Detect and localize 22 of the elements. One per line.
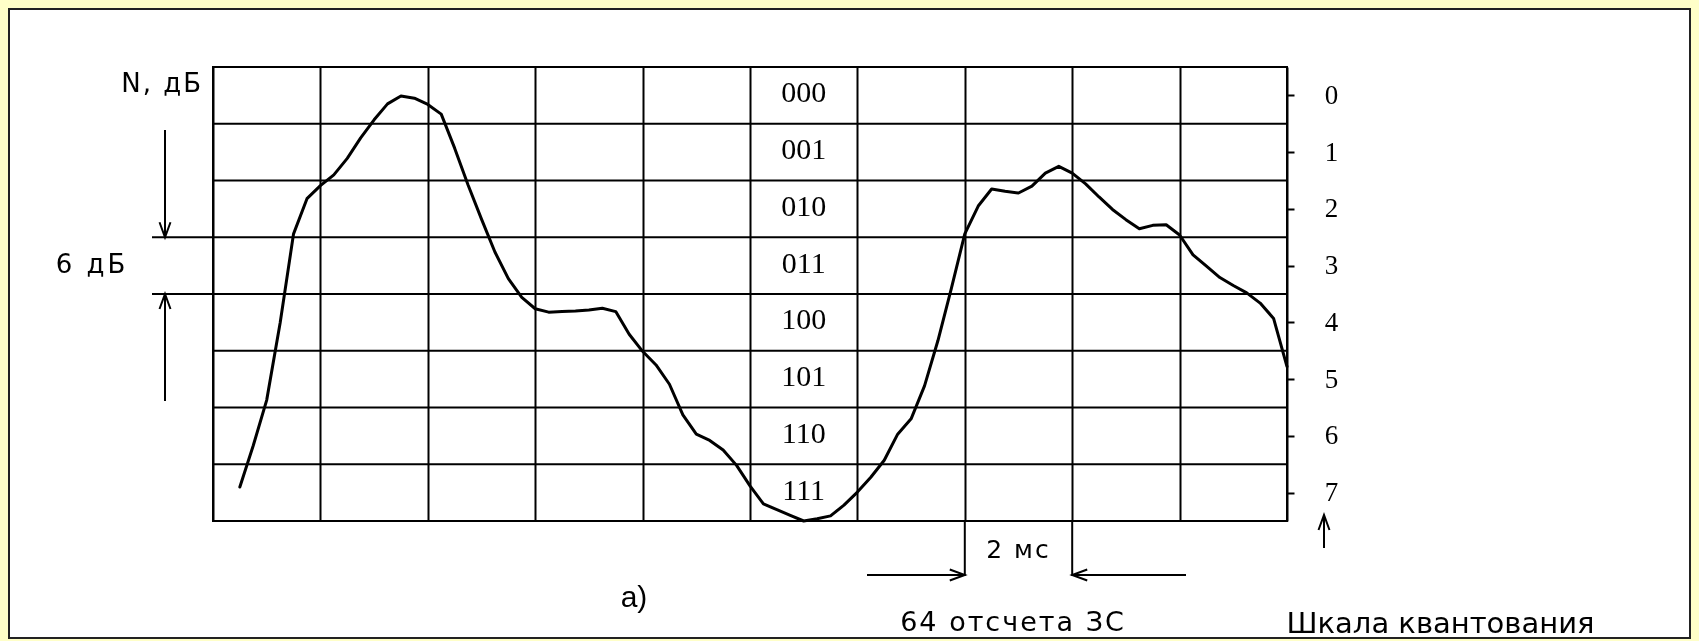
y-tick-label: 2	[1324, 193, 1339, 224]
y-tick-label: 5	[1324, 363, 1339, 394]
annotation: 000	[781, 75, 827, 109]
y-tick-label: 1	[1324, 136, 1339, 167]
text: а)	[620, 579, 648, 613]
text: 64 отсчета ЗС	[900, 605, 1126, 637]
y-tick-label: 6	[1324, 420, 1339, 451]
annotation: 010	[781, 188, 827, 222]
annotation: 111	[782, 472, 826, 506]
text: N, дБ	[121, 67, 203, 98]
annotation: 100	[781, 302, 827, 336]
y-axis-title: Шкала квантования	[1286, 605, 1595, 640]
annotation: 101	[781, 359, 827, 393]
y-tick-label: 7	[1324, 477, 1339, 508]
annotation: 110	[781, 415, 826, 449]
text: 6 дБ	[55, 249, 129, 280]
y-tick-label: 3	[1324, 250, 1339, 281]
annotation: 001	[781, 132, 827, 166]
text: 2 мс	[986, 535, 1051, 564]
y-tick-label: 0	[1324, 79, 1339, 110]
annotation: 011	[781, 245, 826, 279]
y-tick-label: 4	[1324, 306, 1339, 337]
